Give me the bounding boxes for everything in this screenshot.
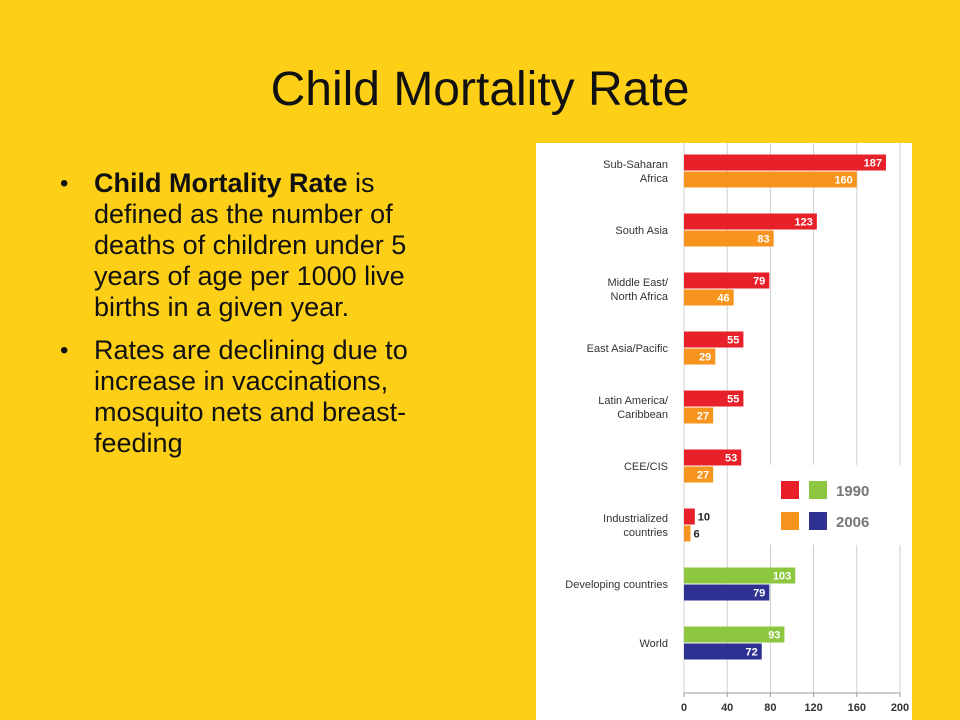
legend-box	[768, 465, 908, 545]
x-tick-label: 160	[848, 702, 866, 714]
bar-1990	[684, 390, 744, 407]
x-tick-label: 40	[721, 702, 733, 714]
legend-swatch	[809, 481, 827, 499]
value-label-2006: 72	[746, 647, 758, 659]
value-label-2006: 83	[757, 234, 769, 246]
value-label-1990: 55	[727, 394, 739, 406]
value-label-1990: 53	[725, 453, 737, 465]
bar-2006	[684, 466, 714, 483]
legend-swatch	[781, 481, 799, 499]
value-label-2006: 27	[697, 411, 709, 423]
value-label-2006: 79	[753, 588, 765, 600]
value-label-1990: 123	[794, 217, 812, 229]
bar-1990	[684, 154, 886, 171]
category-label: Developing countries	[565, 579, 668, 591]
bar-1990	[684, 508, 695, 525]
category-label: Caribbean	[617, 409, 668, 421]
category-label: Africa	[640, 173, 669, 185]
category-label: CEE/CIS	[624, 461, 668, 473]
value-label-2006: 46	[717, 293, 729, 305]
bar-2006	[684, 407, 714, 424]
x-tick-label: 80	[764, 702, 776, 714]
category-label: South Asia	[615, 225, 668, 237]
category-label: Industrialized	[603, 513, 668, 525]
value-label-2006: 27	[697, 470, 709, 482]
bar-1990	[684, 449, 742, 466]
value-label-1990: 79	[753, 276, 765, 288]
bar-2006	[684, 643, 762, 660]
value-label-1990: 187	[864, 158, 882, 170]
category-label: countries	[623, 527, 668, 539]
legend-label: 1990	[836, 483, 869, 500]
bar-2006	[684, 230, 774, 247]
value-label-2006: 29	[699, 352, 711, 364]
value-label-2006: 160	[834, 175, 852, 187]
category-label: Latin America/	[598, 395, 669, 407]
value-label-1990: 103	[773, 571, 791, 583]
value-label-1990: 93	[768, 630, 780, 642]
category-label: Middle East/	[607, 277, 668, 289]
category-label: World	[639, 638, 668, 650]
x-tick-label: 0	[681, 702, 687, 714]
bar-2006	[684, 348, 716, 365]
legend-swatch	[809, 512, 827, 530]
value-label-1990: 55	[727, 335, 739, 347]
bar-1990	[684, 272, 770, 289]
legend-swatch	[781, 512, 799, 530]
bar-2006	[684, 584, 770, 601]
x-tick-label: 200	[891, 702, 909, 714]
bullet-item: Child Mortality Rate is defined as the n…	[58, 168, 428, 323]
bullet-item: Rates are declining due to increase in v…	[58, 335, 428, 459]
mortality-bar-chart: 0 40 80 120 160 200 Sub-Saharan Africa 187 160 Sou…	[565, 143, 909, 714]
chart-panel: 0 40 80 120 160 200 Sub-Saharan Africa 187 160 Sou…	[536, 143, 912, 720]
bar-2006	[684, 171, 857, 188]
bullet-list: Child Mortality Rate is defined as the n…	[58, 168, 428, 471]
bar-2006	[684, 525, 691, 542]
category-label: North Africa	[611, 291, 669, 303]
value-label-2006: 6	[693, 529, 699, 541]
bar-1990	[684, 331, 744, 348]
bar-1990	[684, 567, 796, 584]
bullet-text: is defined as the number of deaths of ch…	[94, 168, 407, 322]
bullet-text: Rates are declining due to increase in v…	[94, 335, 408, 458]
bullet-bold-term: Child Mortality Rate	[94, 168, 348, 198]
slide-title: Child Mortality Rate	[270, 63, 690, 116]
value-label-1990: 10	[698, 512, 710, 524]
bar-1990	[684, 213, 817, 230]
category-label: East Asia/Pacific	[587, 343, 669, 355]
category-label: Sub-Saharan	[603, 159, 668, 171]
bar-2006	[684, 289, 734, 306]
bar-1990	[684, 626, 785, 643]
x-tick-label: 120	[804, 702, 822, 714]
legend-label: 2006	[836, 514, 869, 531]
